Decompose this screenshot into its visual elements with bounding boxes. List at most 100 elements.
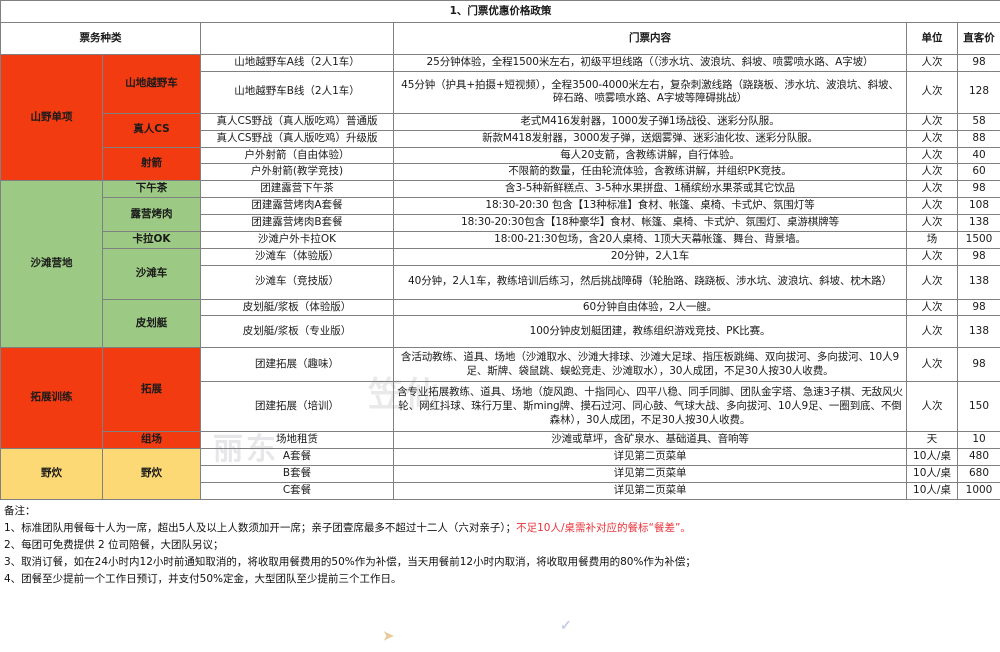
item-content: 40分钟，2人1车，教练培训后练习，然后挑战障碍（轮胎路、跷跷板、涉水坑、波浪坑… xyxy=(393,264,907,300)
item-unit: 人次 xyxy=(906,247,958,266)
item-name: 山地越野车B线（2人1车） xyxy=(200,70,394,114)
item-content: 新款M418发射器，3000发子弹，送烟雾弹、迷彩油化妆、迷彩分队服。 xyxy=(393,129,907,148)
item-name: 真人CS野战（真人版吃鸡）升级版 xyxy=(200,129,394,148)
item-name: B套餐 xyxy=(200,465,394,484)
item-unit: 人次 xyxy=(906,163,958,182)
table-row: 真人CS 真人CS野战（真人版吃鸡）普通版 老式M416发射器，1000发子弹1… xyxy=(1,112,1000,148)
item-content: 详见第二页菜单 xyxy=(393,465,907,484)
note-item-1: 1、标准团队用餐每十人为一席，超出5人及以上人数须加开一席；亲子团壹席最多不超过… xyxy=(4,520,996,537)
item-content: 含活动教练、道具、场地（沙滩取水、沙滩大排球、沙滩大足球、指压板跳绳、双向拔河、… xyxy=(393,347,907,383)
item-unit: 人次 xyxy=(906,315,958,349)
item-content: 不限箭的数量，任由轮流体验，含教练讲解，并组织PK竞技。 xyxy=(393,163,907,182)
item-unit: 人次 xyxy=(906,129,958,148)
item-name: 户外射箭（自由体验） xyxy=(200,146,394,165)
item-unit: 人次 xyxy=(906,264,958,300)
notes-section: 备注： 1、标准团队用餐每十人为一席，超出5人及以上人数须加开一席；亲子团壹席最… xyxy=(0,500,1000,588)
category-cell: 沙滩营地 xyxy=(0,180,103,349)
item-price: 10 xyxy=(956,431,1000,450)
item-price: 138 xyxy=(956,315,1000,349)
subcategory-cell: 下午茶 xyxy=(102,180,201,199)
item-content: 18:30-20:30包含【18种豪华】食材、帐篷、桌椅、卡式炉、氛围灯、桌游棋… xyxy=(393,214,907,232)
note-item-2: 2、每团可免费提供 2 位司陪餐，大团队另议； xyxy=(4,537,996,554)
item-unit: 人次 xyxy=(906,347,958,383)
table-row: 团建拓展（培训） 含专业拓展教练、道具、场地（旋风跑、十指同心、四平八稳、同手同… xyxy=(1,381,1000,433)
item-content: 含3-5种新鲜糕点、3-5种水果拼盘、1桶缤纷水果茶或其它饮品 xyxy=(393,180,907,199)
subcategory-cell: 卡拉OK xyxy=(102,230,201,249)
subcategory-cell: 拓展 xyxy=(102,347,201,433)
note-item-3: 3、取消订餐，如在24小时内12小时前通知取消的，将收取用餐费用的50%作为补偿… xyxy=(4,554,996,571)
item-name: 户外射箭(教学竞技) xyxy=(200,163,394,182)
item-price: 98 xyxy=(956,180,1000,199)
item-content: 45分钟（护具+拍摄+短视频），全程3500-4000米左右，复杂刺激线路（跷跷… xyxy=(393,70,907,114)
item-content: 25分钟体验，全程1500米左右，初级平坦线路（（涉水坑、波浪坑、斜坡、喷雾喷水… xyxy=(393,54,907,72)
item-content: 100分钟皮划艇团建，教练组织游戏竞技、PK比赛。 xyxy=(393,315,907,349)
item-content: 沙滩或草坪，含矿泉水、基础道具、音响等 xyxy=(393,431,907,450)
item-price: 1500 xyxy=(956,230,1000,249)
item-price: 40 xyxy=(956,146,1000,165)
item-price: 138 xyxy=(956,264,1000,300)
item-content: 20分钟，2人1车 xyxy=(393,247,907,266)
item-name: 真人CS野战（真人版吃鸡）普通版 xyxy=(200,112,394,131)
page-title: 1、门票优惠价格政策 xyxy=(0,0,1000,23)
table-row: 拓展训练 拓展 团建拓展（趣味） 含活动教练、道具、场地（沙滩取水、沙滩大排球、… xyxy=(0,347,1000,450)
item-price: 98 xyxy=(956,347,1000,383)
notes-heading: 备注： xyxy=(4,504,36,517)
note-text-red: 不足10人/桌需补对应的餐标“餐差”。 xyxy=(516,521,691,534)
item-unit: 10人/桌 xyxy=(906,482,958,500)
subcategory-cell: 露营烤肉 xyxy=(102,197,201,232)
table-row: 露营烤肉 团建露营烤肉A套餐 18:30-20:30 包含【13种标准】食材、帐… xyxy=(1,197,1000,232)
item-unit: 10人/桌 xyxy=(906,465,958,484)
column-header-unit: 单位 xyxy=(906,22,958,55)
price-policy-table: 1、门票优惠价格政策 票务种类 门票内容 单位 直客价 山野单项 山地越野车 山… xyxy=(0,0,1000,500)
item-price: 480 xyxy=(956,448,1000,467)
category-cell: 野炊 xyxy=(0,448,103,500)
subcategory-cell: 真人CS xyxy=(102,112,201,148)
table-row: 户外射箭(教学竞技) 不限箭的数量，任由轮流体验，含教练讲解，并组织PK竞技。 … xyxy=(1,163,1000,182)
subcategory-cell: 沙滩车 xyxy=(102,247,201,300)
item-price: 88 xyxy=(956,129,1000,148)
item-price: 98 xyxy=(956,298,1000,317)
subcategory-cell: 皮划艇 xyxy=(102,298,201,349)
category-cell: 山野单项 xyxy=(0,53,103,182)
subcategory-cell: 野炊 xyxy=(102,448,201,500)
note-item-4: 4、团餐至少提前一个工作日预订，并支付50%定金，大型团队至少提前三个工作日。 xyxy=(4,571,996,588)
item-price: 58 xyxy=(956,112,1000,131)
item-name: 沙滩户外卡拉OK xyxy=(200,230,394,249)
item-unit: 人次 xyxy=(906,197,958,216)
item-name: 团建露营下午茶 xyxy=(200,180,394,199)
item-name: 团建拓展（培训） xyxy=(200,381,394,433)
item-content: 详见第二页菜单 xyxy=(393,448,907,467)
item-name: 团建露营烤肉B套餐 xyxy=(200,214,394,232)
table-header-row: 票务种类 门票内容 单位 直客价 xyxy=(0,22,1000,55)
item-price: 108 xyxy=(956,197,1000,216)
table-row: 皮划艇 皮划艇/浆板（体验版） 60分钟自由体验，2人一艘。 人次 98 xyxy=(1,298,1000,349)
note-text: 1、标准团队用餐每十人为一席，超出5人及以上人数须加开一席；亲子团壹席最多不超过… xyxy=(4,521,517,534)
item-name: 山地越野车A线（2人1车） xyxy=(200,54,394,72)
subcategory-cell: 组场 xyxy=(102,431,201,450)
table-row: 卡拉OK 沙滩户外卡拉OK 18:00-21:30包场，含20人桌椅、1顶大天幕… xyxy=(1,230,1000,249)
item-content: 18:00-21:30包场，含20人桌椅、1顶大天幕帐篷、舞台、背景墙。 xyxy=(393,230,907,249)
item-name: C套餐 xyxy=(200,482,394,500)
item-price: 138 xyxy=(956,214,1000,232)
item-unit: 人次 xyxy=(906,70,958,114)
item-name: 皮划艇/浆板（体验版） xyxy=(200,298,394,317)
item-price: 680 xyxy=(956,465,1000,484)
item-price: 60 xyxy=(956,163,1000,182)
table-row: 沙滩车（竞技版） 40分钟，2人1车，教练培训后练习，然后挑战障碍（轮胎路、跷跷… xyxy=(1,264,1000,300)
column-header-content: 门票内容 xyxy=(393,22,907,55)
item-name: 皮划艇/浆板（专业版） xyxy=(200,315,394,349)
item-unit: 人次 xyxy=(906,54,958,72)
table-row: 山野单项 山地越野车 山地越野车A线（2人1车） 25分钟体验，全程1500米左… xyxy=(0,53,1000,182)
table-row: C套餐 详见第二页菜单 10人/桌 1000 xyxy=(1,482,1000,500)
table-row: 山地越野车B线（2人1车） 45分钟（护具+拍摄+短视频），全程3500-400… xyxy=(1,70,1000,114)
table-row: 皮划艇/浆板（专业版） 100分钟皮划艇团建，教练组织游戏竞技、PK比赛。 人次… xyxy=(1,315,1000,349)
item-price: 1000 xyxy=(956,482,1000,500)
item-unit: 人次 xyxy=(906,180,958,199)
item-name: 团建露营烤肉A套餐 xyxy=(200,197,394,216)
subcategory-cell: 射箭 xyxy=(102,146,201,182)
note-text: 2、每团可免费提供 2 位司陪餐，大团队另议； xyxy=(4,538,224,551)
item-unit: 人次 xyxy=(906,298,958,317)
cursor-artifact-icon: ✓ xyxy=(560,618,575,634)
column-header-category: 票务种类 xyxy=(0,22,201,55)
